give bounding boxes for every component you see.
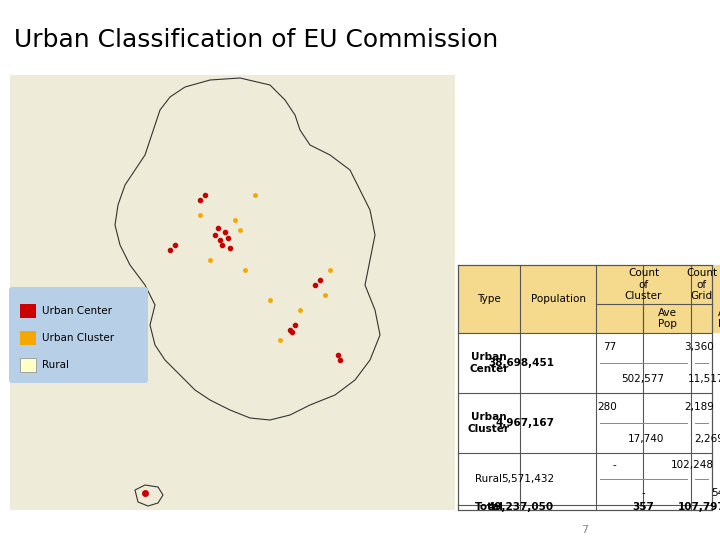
Bar: [643, 453, 691, 505]
Text: Total: Total: [474, 503, 503, 512]
Text: 357: 357: [633, 503, 654, 512]
Text: Rural: Rural: [475, 474, 503, 484]
Text: Urban Classification of EU Commission: Urban Classification of EU Commission: [14, 28, 498, 52]
Bar: [520, 265, 596, 333]
Bar: [691, 333, 720, 393]
Text: Urban
Cluster: Urban Cluster: [468, 412, 510, 434]
Bar: [691, 265, 720, 333]
Bar: [643, 265, 691, 333]
Bar: [458, 453, 520, 505]
Bar: [712, 505, 720, 510]
Text: Type: Type: [477, 294, 501, 304]
Bar: [20, 358, 36, 372]
Text: 49,237,050: 49,237,050: [488, 503, 554, 512]
Text: 54: 54: [711, 488, 720, 498]
Text: Urban Center: Urban Center: [42, 306, 112, 316]
Text: 3,360: 3,360: [684, 342, 714, 352]
Bar: [520, 453, 596, 505]
Text: Urban Cluster: Urban Cluster: [42, 333, 114, 343]
Bar: [643, 333, 691, 393]
Bar: [712, 393, 720, 453]
Text: -: -: [613, 460, 616, 470]
Text: 2,189: 2,189: [684, 402, 714, 412]
Bar: [691, 393, 720, 453]
Bar: [712, 333, 720, 393]
Bar: [712, 453, 720, 505]
FancyBboxPatch shape: [9, 287, 148, 383]
Bar: [596, 453, 643, 505]
Polygon shape: [135, 485, 163, 506]
Text: 4,967,167: 4,967,167: [495, 418, 554, 428]
Bar: [643, 505, 691, 510]
Text: 17,740: 17,740: [628, 434, 664, 444]
Text: Rural: Rural: [42, 360, 69, 370]
Text: 38,698,451: 38,698,451: [488, 358, 554, 368]
Bar: [596, 265, 643, 333]
Text: 77: 77: [603, 342, 616, 352]
Bar: [458, 265, 520, 333]
Text: 107,797: 107,797: [678, 503, 720, 512]
Bar: [458, 333, 520, 393]
Bar: [458, 393, 520, 453]
Bar: [520, 393, 596, 453]
Text: Urban
Center: Urban Center: [469, 352, 509, 374]
Bar: [691, 453, 720, 505]
Bar: [643, 393, 691, 453]
Bar: [596, 505, 643, 510]
Bar: [596, 393, 643, 453]
Bar: [458, 505, 520, 510]
Text: Count
of
Cluster: Count of Cluster: [625, 268, 662, 301]
Text: 502,577: 502,577: [621, 374, 664, 384]
Text: Ave
Pop: Ave Pop: [718, 308, 720, 329]
Polygon shape: [115, 78, 380, 420]
Bar: [20, 331, 36, 345]
Text: Population: Population: [531, 294, 585, 304]
Text: 11,517: 11,517: [688, 374, 720, 384]
Bar: [520, 505, 596, 510]
Text: Ave
Pop: Ave Pop: [657, 308, 677, 329]
Bar: [520, 333, 596, 393]
Bar: [712, 265, 720, 333]
Bar: [10, 75, 455, 510]
Text: 280: 280: [597, 402, 616, 412]
Text: 7: 7: [582, 525, 588, 535]
Text: 5,571,432: 5,571,432: [501, 474, 554, 484]
Text: 102,248: 102,248: [671, 460, 714, 470]
Bar: [691, 505, 720, 510]
Text: -: -: [642, 488, 645, 498]
Bar: [596, 333, 643, 393]
Bar: [20, 304, 36, 318]
Text: Count
of
Grid: Count of Grid: [686, 268, 717, 301]
Text: 2,269: 2,269: [695, 434, 720, 444]
